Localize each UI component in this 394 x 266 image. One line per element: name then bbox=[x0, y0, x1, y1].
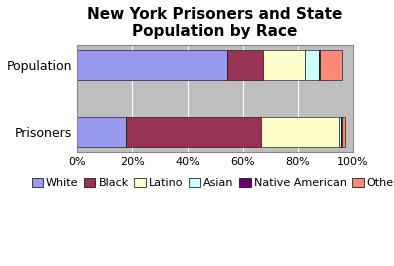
Legend: White, Black, Latino, Asian, Native American, Other: White, Black, Latino, Asian, Native Amer… bbox=[28, 174, 394, 192]
Title: New York Prisoners and State
Population by Race: New York Prisoners and State Population … bbox=[87, 7, 343, 39]
Bar bbox=[341, 117, 342, 147]
Bar bbox=[77, 49, 227, 80]
Bar bbox=[227, 49, 263, 80]
Bar bbox=[305, 49, 319, 80]
Bar bbox=[263, 49, 305, 80]
Bar bbox=[126, 117, 261, 147]
Bar bbox=[320, 49, 342, 80]
Bar bbox=[342, 117, 345, 147]
Bar bbox=[261, 117, 339, 147]
Bar bbox=[339, 117, 341, 147]
Bar bbox=[77, 117, 126, 147]
